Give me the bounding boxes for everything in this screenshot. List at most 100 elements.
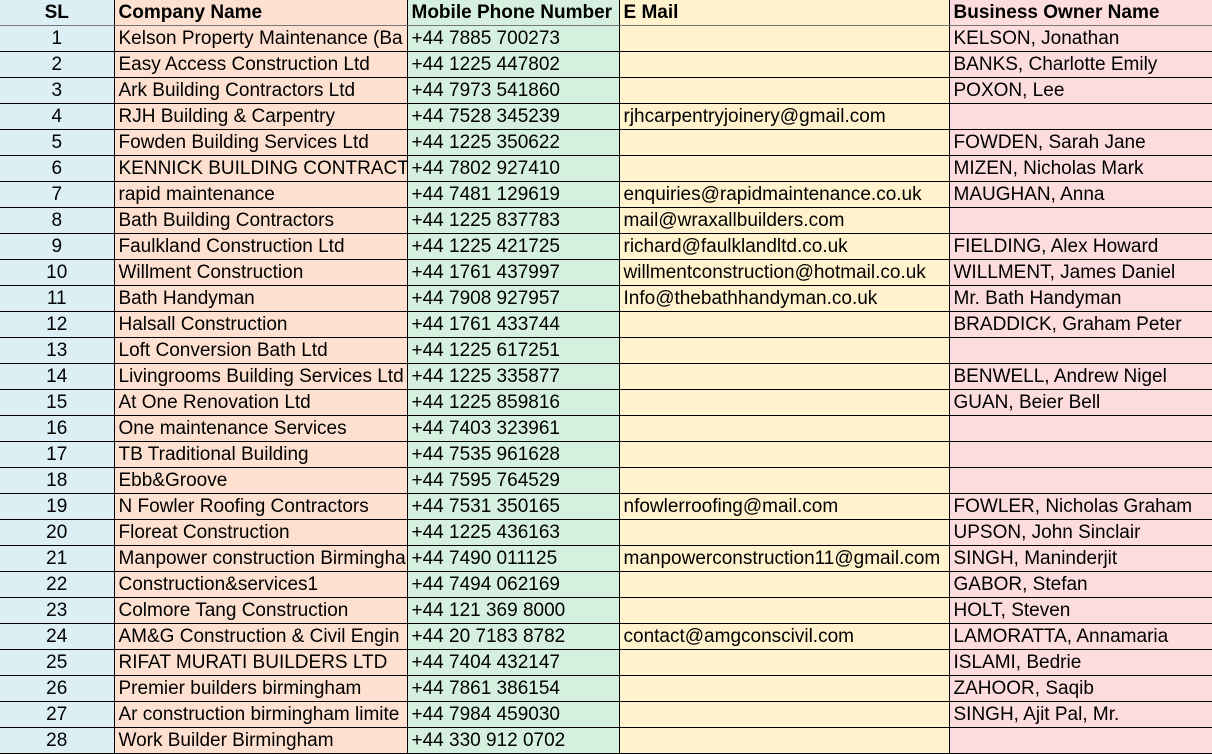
phone-cell[interactable]: +44 121 369 8000 (407, 597, 620, 624)
company-cell[interactable]: Manpower construction Birmingha (114, 545, 408, 572)
company-cell[interactable]: At One Renovation Ltd (114, 389, 408, 416)
company-cell[interactable]: KENNICK BUILDING CONTRACT (114, 155, 408, 182)
sl-cell[interactable]: 20 (0, 519, 115, 546)
owner-cell[interactable]: FIELDING, Alex Howard (949, 233, 1212, 260)
owner-cell[interactable] (949, 337, 1212, 364)
sl-cell[interactable]: 4 (0, 103, 115, 130)
email-cell[interactable] (619, 467, 950, 494)
company-cell[interactable]: Floreat Construction (114, 519, 408, 546)
company-cell[interactable]: N Fowler Roofing Contractors (114, 493, 408, 520)
owner-cell[interactable]: SINGH, Maninderjit (949, 545, 1212, 572)
owner-cell[interactable]: GUAN, Beier Bell (949, 389, 1212, 416)
email-cell[interactable]: manpowerconstruction11@gmail.com (619, 545, 950, 572)
phone-cell[interactable]: +44 7531 350165 (407, 493, 620, 520)
phone-cell[interactable]: +44 1225 447802 (407, 51, 620, 78)
phone-cell[interactable]: +44 1225 350622 (407, 129, 620, 156)
owner-cell[interactable]: POXON, Lee (949, 77, 1212, 104)
email-cell[interactable] (619, 701, 950, 728)
email-cell[interactable] (619, 597, 950, 624)
owner-cell[interactable]: MAUGHAN, Anna (949, 181, 1212, 208)
company-cell[interactable]: RIFAT MURATI BUILDERS LTD (114, 649, 408, 676)
email-cell[interactable]: enquiries@rapidmaintenance.co.uk (619, 181, 950, 208)
owner-cell[interactable] (949, 415, 1212, 442)
phone-cell[interactable]: +44 7481 129619 (407, 181, 620, 208)
email-cell[interactable]: Info@thebathhandyman.co.uk (619, 285, 950, 312)
email-cell[interactable] (619, 155, 950, 182)
owner-cell[interactable] (949, 207, 1212, 234)
company-cell[interactable]: Ebb&Groove (114, 467, 408, 494)
sl-cell[interactable]: 2 (0, 51, 115, 78)
phone-cell[interactable]: +44 7535 961628 (407, 441, 620, 468)
email-cell[interactable] (619, 77, 950, 104)
company-cell[interactable]: Ar construction birmingham limite (114, 701, 408, 728)
email-cell[interactable] (619, 519, 950, 546)
company-cell[interactable]: Ark Building Contractors Ltd (114, 77, 408, 104)
email-cell[interactable] (619, 363, 950, 390)
owner-cell[interactable]: FOWLER, Nicholas Graham (949, 493, 1212, 520)
email-cell[interactable] (619, 675, 950, 702)
owner-cell[interactable] (949, 467, 1212, 494)
owner-cell[interactable]: ISLAMI, Bedrie (949, 649, 1212, 676)
email-cell[interactable]: nfowlerroofing@mail.com (619, 493, 950, 520)
phone-cell[interactable]: +44 1225 335877 (407, 363, 620, 390)
header-phone[interactable]: Mobile Phone Number (407, 0, 620, 26)
sl-cell[interactable]: 14 (0, 363, 115, 390)
email-cell[interactable] (619, 337, 950, 364)
owner-cell[interactable]: SINGH, Ajit Pal, Mr. (949, 701, 1212, 728)
owner-cell[interactable]: BENWELL, Andrew Nigel (949, 363, 1212, 390)
company-cell[interactable]: TB Traditional Building (114, 441, 408, 468)
phone-cell[interactable]: +44 7595 764529 (407, 467, 620, 494)
header-email[interactable]: E Mail (619, 0, 950, 26)
sl-cell[interactable]: 18 (0, 467, 115, 494)
company-cell[interactable]: Bath Handyman (114, 285, 408, 312)
company-cell[interactable]: Premier builders birmingham (114, 675, 408, 702)
email-cell[interactable]: richard@faulklandltd.co.uk (619, 233, 950, 260)
phone-cell[interactable]: +44 7885 700273 (407, 25, 620, 52)
sl-cell[interactable]: 5 (0, 129, 115, 156)
sl-cell[interactable]: 8 (0, 207, 115, 234)
phone-cell[interactable]: +44 1761 437997 (407, 259, 620, 286)
email-cell[interactable]: mail@wraxallbuilders.com (619, 207, 950, 234)
header-owner[interactable]: Business Owner Name (949, 0, 1212, 26)
phone-cell[interactable]: +44 1761 433744 (407, 311, 620, 338)
phone-cell[interactable]: +44 7490 011125 (407, 545, 620, 572)
sl-cell[interactable]: 23 (0, 597, 115, 624)
owner-cell[interactable]: Mr. Bath Handyman (949, 285, 1212, 312)
email-cell[interactable]: willmentconstruction@hotmail.co.uk (619, 259, 950, 286)
sl-cell[interactable]: 12 (0, 311, 115, 338)
sl-cell[interactable]: 3 (0, 77, 115, 104)
company-cell[interactable]: Loft Conversion Bath Ltd (114, 337, 408, 364)
phone-cell[interactable]: +44 7802 927410 (407, 155, 620, 182)
owner-cell[interactable]: MIZEN, Nicholas Mark (949, 155, 1212, 182)
sl-cell[interactable]: 17 (0, 441, 115, 468)
phone-cell[interactable]: +44 1225 421725 (407, 233, 620, 260)
email-cell[interactable] (619, 389, 950, 416)
phone-cell[interactable]: +44 7528 345239 (407, 103, 620, 130)
phone-cell[interactable]: +44 1225 837783 (407, 207, 620, 234)
owner-cell[interactable] (949, 441, 1212, 468)
company-cell[interactable]: Kelson Property Maintenance (Ba (114, 25, 408, 52)
company-cell[interactable]: Bath Building Contractors (114, 207, 408, 234)
owner-cell[interactable]: LAMORATTA, Annamaria (949, 623, 1212, 650)
sl-cell[interactable]: 22 (0, 571, 115, 598)
sl-cell[interactable]: 13 (0, 337, 115, 364)
phone-cell[interactable]: +44 1225 436163 (407, 519, 620, 546)
sl-cell[interactable]: 1 (0, 25, 115, 52)
sl-cell[interactable]: 9 (0, 233, 115, 260)
owner-cell[interactable]: BRADDICK, Graham Peter (949, 311, 1212, 338)
sl-cell[interactable]: 11 (0, 285, 115, 312)
email-cell[interactable] (619, 649, 950, 676)
email-cell[interactable] (619, 415, 950, 442)
email-cell[interactable] (619, 311, 950, 338)
header-sl[interactable]: SL (0, 0, 115, 26)
sl-cell[interactable]: 7 (0, 181, 115, 208)
owner-cell[interactable]: ZAHOOR, Saqib (949, 675, 1212, 702)
phone-cell[interactable]: +44 7861 386154 (407, 675, 620, 702)
phone-cell[interactable]: +44 20 7183 8782 (407, 623, 620, 650)
company-cell[interactable]: Willment Construction (114, 259, 408, 286)
sl-cell[interactable]: 6 (0, 155, 115, 182)
company-cell[interactable]: RJH Building & Carpentry (114, 103, 408, 130)
sl-cell[interactable]: 21 (0, 545, 115, 572)
company-cell[interactable]: One maintenance Services (114, 415, 408, 442)
email-cell[interactable] (619, 129, 950, 156)
